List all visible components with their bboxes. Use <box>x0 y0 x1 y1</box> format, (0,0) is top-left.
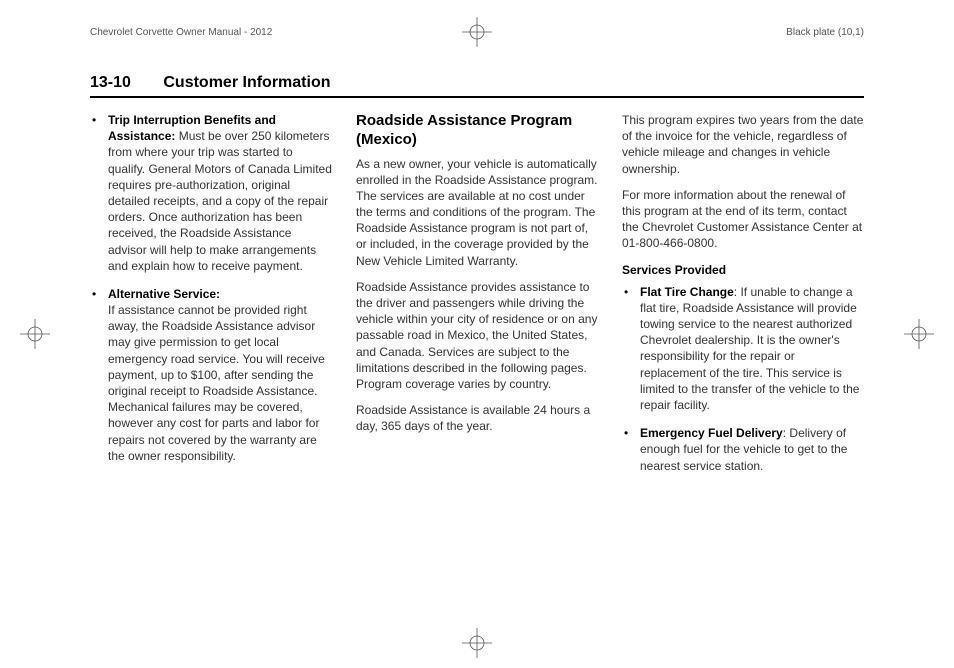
registration-mark-top-icon <box>462 17 492 47</box>
paragraph: As a new owner, your vehicle is automati… <box>356 156 598 269</box>
paragraph: Roadside Assistance is available 24 hour… <box>356 402 598 434</box>
column-1: Trip Interruption Benefits and Assistanc… <box>90 112 332 486</box>
header-plate-info: Black plate (10,1) <box>786 27 864 38</box>
content-columns: Trip Interruption Benefits and Assistanc… <box>90 112 864 486</box>
header-manual-title: Chevrolet Corvette Owner Manual - 2012 <box>90 27 272 38</box>
registration-mark-bottom-icon <box>462 628 492 658</box>
paragraph: For more information about the renewal o… <box>622 187 864 252</box>
paragraph: Roadside Assistance provides assistance … <box>356 279 598 392</box>
list-item: Trip Interruption Benefits and Assistanc… <box>90 112 332 274</box>
registration-mark-right-icon <box>904 319 934 349</box>
page-number: 13-10 <box>90 74 131 91</box>
item-body: Must be over 250 kilometers from where y… <box>108 129 332 273</box>
column-2: Roadside Assistance Program (Mexico) As … <box>356 112 598 486</box>
services-provided-heading: Services Provided <box>622 262 864 278</box>
manual-page: Chevrolet Corvette Owner Manual - 2012 B… <box>0 0 954 668</box>
item-body: If assistance cannot be provided right a… <box>108 303 325 463</box>
column-3: This program expires two years from the … <box>622 112 864 486</box>
bullet-list-col3: Flat Tire Change: If unable to change a … <box>622 284 864 474</box>
section-title: Customer Information <box>163 74 330 91</box>
bullet-list-col1: Trip Interruption Benefits and Assistanc… <box>90 112 332 464</box>
list-item: Alternative Service: If assistance canno… <box>90 286 332 464</box>
item-title: Flat Tire Change <box>640 285 734 299</box>
list-item: Emergency Fuel Delivery: Delivery of eno… <box>622 425 864 474</box>
print-header: Chevrolet Corvette Owner Manual - 2012 B… <box>90 20 864 44</box>
registration-mark-left-icon <box>20 319 50 349</box>
paragraph: This program expires two years from the … <box>622 112 864 177</box>
section-header: 13-10 Customer Information <box>90 74 864 98</box>
roadside-heading: Roadside Assistance Program (Mexico) <box>356 112 598 150</box>
item-body: : If unable to change a flat tire, Roads… <box>640 285 859 412</box>
item-title: Emergency Fuel Delivery <box>640 426 783 440</box>
list-item: Flat Tire Change: If unable to change a … <box>622 284 864 414</box>
item-title: Alternative Service: <box>108 287 220 301</box>
